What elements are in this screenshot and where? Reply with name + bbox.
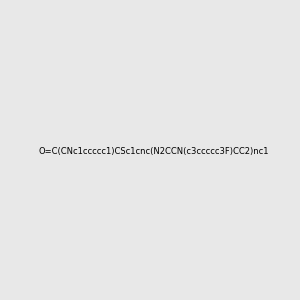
- Text: O=C(CNc1ccccc1)CSc1cnc(N2CCN(c3ccccc3F)CC2)nc1: O=C(CNc1ccccc1)CSc1cnc(N2CCN(c3ccccc3F)C…: [38, 147, 269, 156]
